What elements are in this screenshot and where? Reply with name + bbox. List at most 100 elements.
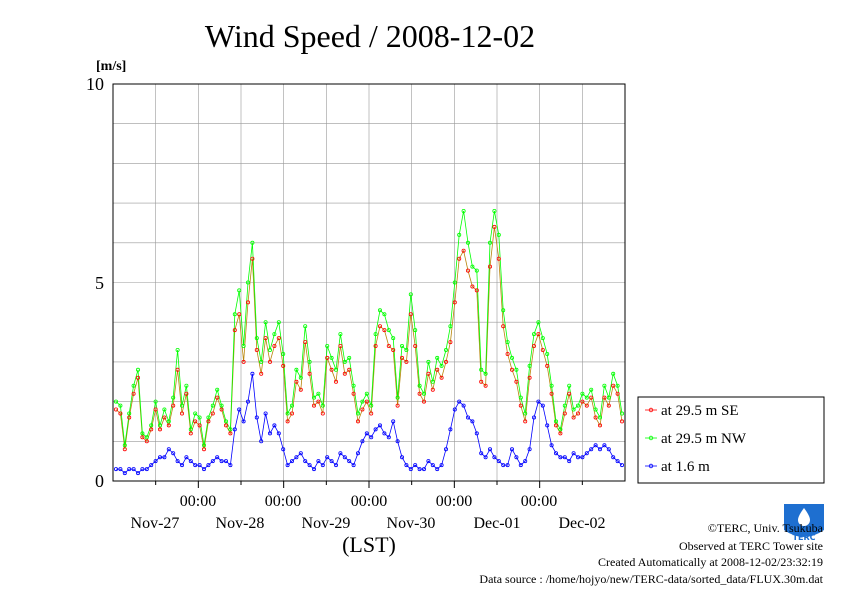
data-point: [215, 387, 220, 392]
data-point: [404, 347, 409, 352]
y-tick-labels: 0 5 10: [86, 74, 104, 491]
data-point: [509, 367, 514, 372]
data-point: [294, 379, 299, 384]
data-point: [272, 332, 277, 337]
data-point: [413, 328, 418, 333]
data-point: [311, 403, 316, 408]
data-point: [611, 455, 616, 460]
data-point: [237, 407, 242, 412]
data-point: [245, 280, 250, 285]
data-point: [532, 343, 537, 348]
data-point: [223, 459, 228, 464]
data-point: [351, 383, 356, 388]
data-point: [399, 455, 404, 460]
data-point: [166, 419, 171, 424]
data-point: [413, 463, 418, 468]
data-point: [523, 411, 528, 416]
data-point: [514, 367, 519, 372]
data-point: [267, 347, 272, 352]
data-point: [567, 459, 572, 464]
data-point: [285, 463, 290, 468]
data-point: [562, 411, 567, 416]
data-point: [483, 455, 488, 460]
data-point: [487, 447, 492, 452]
data-point: [620, 411, 625, 416]
data-point: [545, 363, 550, 368]
data-point: [219, 459, 224, 464]
data-point: [364, 391, 369, 396]
data-point: [114, 467, 119, 472]
data-point: [316, 459, 321, 464]
x-tick-labels: Nov-27 00:00 Nov-28 00:00 Nov-29 00:00 N…: [131, 493, 606, 532]
data-point: [386, 435, 391, 440]
plot-frame: [112, 83, 626, 482]
data-point: [135, 375, 140, 380]
data-point: [118, 411, 123, 416]
data-point: [404, 463, 409, 468]
data-point: [435, 467, 440, 472]
data-point: [589, 395, 594, 400]
data-point: [545, 351, 550, 356]
data-point: [228, 427, 233, 432]
data-point: [408, 292, 413, 297]
data-point: [620, 419, 625, 424]
data-point: [316, 391, 321, 396]
data-point: [417, 383, 422, 388]
data-point: [232, 427, 237, 432]
data-point: [391, 347, 396, 352]
data-point: [576, 455, 581, 460]
data-point: [188, 459, 193, 464]
data-point: [417, 391, 422, 396]
data-point: [615, 383, 620, 388]
data-point: [465, 268, 470, 273]
x-date-label-start: Nov-27: [131, 515, 180, 532]
data-point: [452, 407, 457, 412]
data-point: [215, 395, 220, 400]
legend-marker: [648, 435, 654, 441]
data-point: [131, 391, 136, 396]
data-point: [175, 459, 180, 464]
data-point: [144, 435, 149, 440]
created-text: Created Automatically at 2008-12-02/23:3…: [598, 555, 823, 569]
data-point: [386, 328, 391, 333]
data-point: [580, 455, 585, 460]
data-point: [479, 451, 484, 456]
data-point: [179, 411, 184, 416]
data-point: [342, 371, 347, 376]
data-point: [395, 439, 400, 444]
data-point: [127, 415, 132, 420]
data-point: [369, 403, 374, 408]
data-point: [325, 455, 330, 460]
data-point: [149, 423, 154, 428]
data-point: [443, 347, 448, 352]
data-point: [373, 427, 378, 432]
data-point: [571, 451, 576, 456]
data-point: [602, 443, 607, 448]
data-point: [545, 423, 550, 428]
data-point: [210, 411, 215, 416]
data-point: [474, 268, 479, 273]
data-point: [276, 431, 281, 436]
data-point: [377, 423, 382, 428]
data-point: [347, 367, 352, 372]
data-point: [479, 379, 484, 384]
data-point: [206, 415, 211, 420]
data-point: [501, 463, 506, 468]
data-point: [540, 347, 545, 352]
data-point: [505, 340, 510, 345]
data-point: [298, 375, 303, 380]
data-point: [307, 463, 312, 468]
data-point: [355, 419, 360, 424]
data-point: [342, 455, 347, 460]
data-point: [241, 343, 246, 348]
x-axis-label: (LST): [342, 532, 396, 557]
data-point: [443, 447, 448, 452]
data-point: [329, 367, 334, 372]
data-point: [399, 355, 404, 360]
data-point: [140, 435, 145, 440]
data-point: [435, 355, 440, 360]
data-point: [171, 451, 176, 456]
data-point: [320, 411, 325, 416]
data-point: [228, 463, 233, 468]
data-point: [338, 332, 343, 337]
